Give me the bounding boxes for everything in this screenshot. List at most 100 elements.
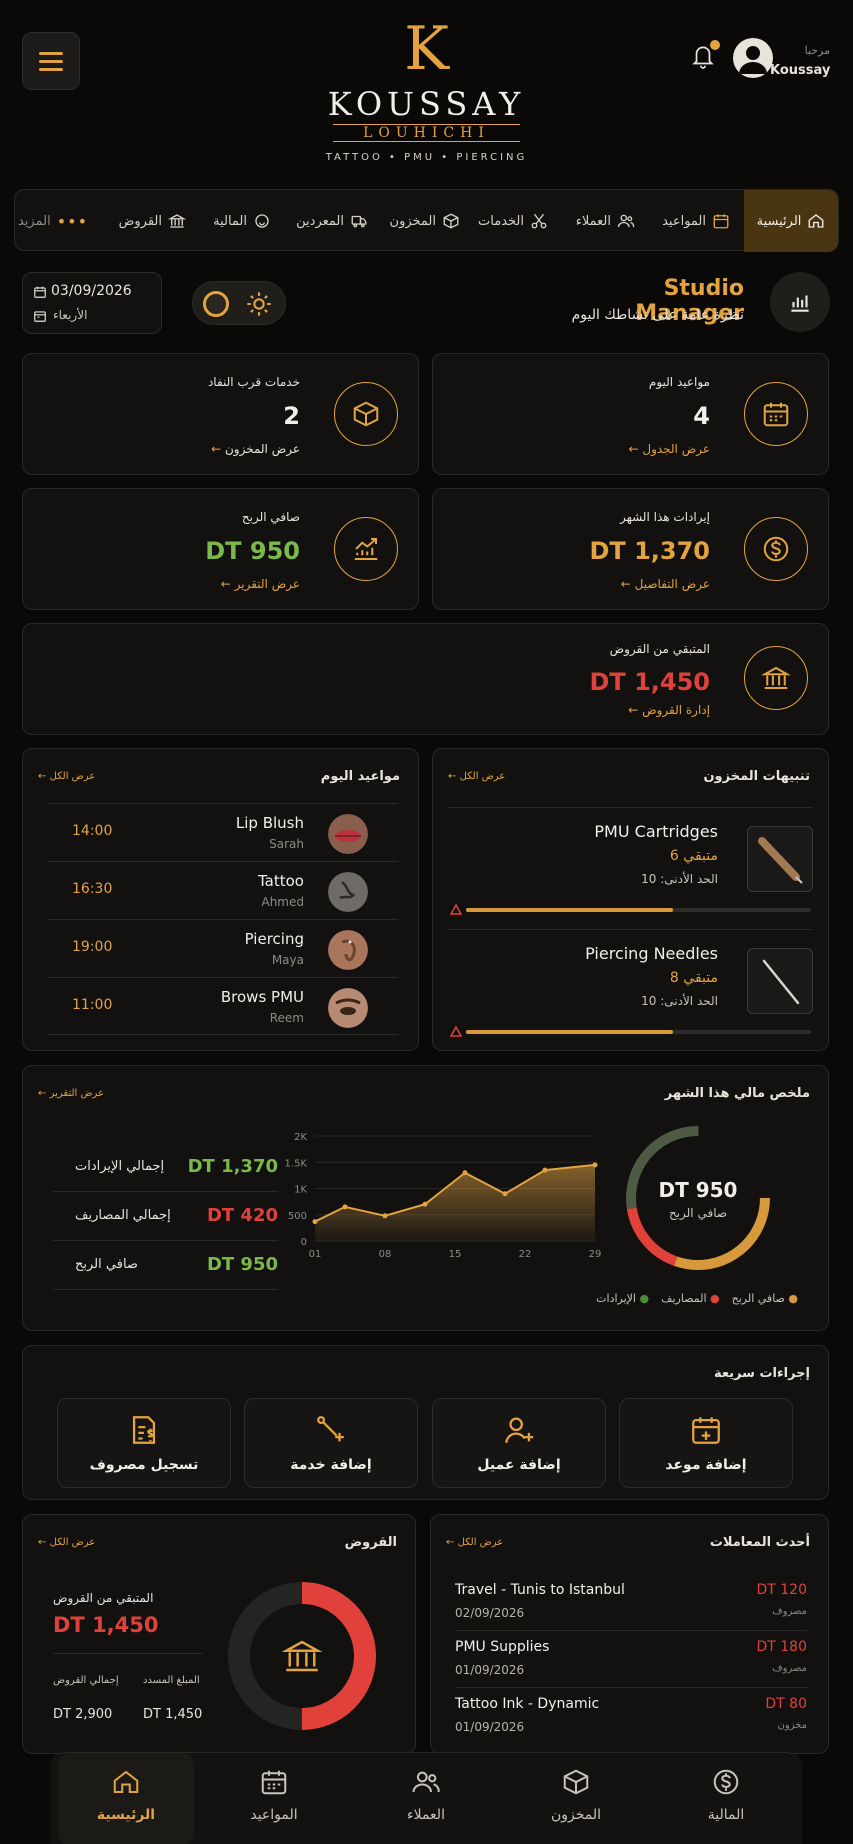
notification-button[interactable] [690, 40, 720, 76]
stat-card-loan-remaining[interactable]: المتبقي من القروض DT 1,450 إدارة القروض … [22, 623, 829, 735]
calendar-icon [34, 286, 46, 298]
stat-link[interactable]: عرض الجدول ← [628, 442, 710, 456]
tab-finance[interactable]: المالية [213, 190, 271, 252]
stock-name: Piercing Needles [585, 944, 718, 963]
stock-remaining: متبقي 8 [669, 970, 718, 986]
stat-link[interactable]: إدارة القروض ← [628, 703, 710, 717]
list-item[interactable]: 11:00 Brows PMU Reem [48, 977, 398, 1035]
stat-link[interactable]: عرض التقرير ← [220, 577, 300, 591]
profit-donut [626, 1126, 770, 1270]
see-all-link[interactable]: عرض الكل ← [448, 771, 506, 782]
box-icon [563, 1769, 589, 1795]
stat-title: مواعيد اليوم [648, 375, 710, 389]
calendar-icon [713, 214, 729, 229]
bottom-nav-clients[interactable]: العملاء [358, 1753, 494, 1844]
current-date: 03/09/2026 [51, 283, 132, 299]
client-avatar [328, 814, 368, 854]
x-tick-label: 29 [589, 1249, 602, 1260]
bottom-nav-finance[interactable]: المالية [658, 1753, 794, 1844]
main-nav: الرئيسية المواعيد العملاء الخدمات المخزو… [14, 189, 839, 252]
stat-card-net-profit[interactable]: صافي الربح DT 950 عرض التقرير ← [22, 488, 419, 610]
loan-paid-value: DT 1,450 [143, 1707, 203, 1722]
stock-level-bar [466, 1030, 811, 1034]
add-service-button[interactable]: إضافة خدمة [244, 1398, 418, 1488]
menu-button[interactable] [22, 32, 80, 90]
tab-inventory[interactable]: المخزون [390, 190, 460, 252]
warning-icon [450, 904, 462, 915]
see-all-link[interactable]: عرض الكل ← [38, 771, 96, 782]
stock-minimum: الحد الأدنى: 10 [641, 994, 718, 1008]
bottom-nav-appointments[interactable]: المواعيد [206, 1753, 342, 1844]
tab-suppliers[interactable]: المعردين [296, 190, 368, 252]
appointment-time: 16:30 [72, 881, 113, 897]
transaction-row[interactable]: Tattoo Ink - Dynamic 01/09/2026 DT 80 مخ… [455, 1688, 807, 1745]
bottom-nav-home[interactable]: الرئيسية [58, 1753, 194, 1844]
appointment-time: 19:00 [72, 939, 113, 955]
see-report-link[interactable]: عرض التقرير ← [38, 1088, 105, 1099]
bottom-nav-inventory[interactable]: المخزون [508, 1753, 644, 1844]
transaction-row[interactable]: PMU Supplies 01/09/2026 DT 180 مصروف [455, 1631, 807, 1688]
appointment-service: Brows PMU [220, 988, 304, 1006]
area-fill [315, 1164, 595, 1241]
legend-item: ● الإيرادات [596, 1292, 650, 1305]
section-title: مواعيد اليوم [320, 769, 400, 784]
stat-title: خدمات قرب النفاد [207, 375, 300, 389]
stock-alerts-panel: تنبيهات المخزون عرض الكل ← PMU Cartridge… [432, 748, 829, 1051]
data-point [312, 1219, 318, 1225]
scissors-icon [531, 213, 547, 229]
stat-value: DT 1,450 [589, 668, 710, 696]
tab-services[interactable]: الخدمات [478, 190, 548, 252]
finance-label: صافي الربح [75, 1257, 138, 1272]
list-item[interactable]: 19:00 Piercing Maya [48, 919, 398, 977]
home-icon [808, 214, 824, 228]
stock-level-fill [466, 908, 673, 912]
loan-total-value: DT 2,900 [53, 1707, 113, 1722]
stat-link[interactable]: عرض المخزون ← [211, 442, 300, 456]
stat-card-month-revenue[interactable]: إيرادات هذا الشهر DT 1,370 عرض التفاصيل … [432, 488, 829, 610]
wand-plus-icon [317, 1416, 344, 1442]
stat-icon-ring [744, 382, 808, 446]
list-item[interactable]: 14:00 Lip Blush Sarah [48, 803, 398, 861]
data-point [592, 1162, 598, 1168]
product-image [747, 948, 813, 1014]
add-client-button[interactable]: إضافة عميل [432, 1398, 606, 1488]
stat-card-low-stock[interactable]: خدمات قرب النفاد 2 عرض المخزون ← [22, 353, 419, 475]
transactions-panel: أحدث المعاملات عرض الكل ← [430, 1514, 829, 1754]
bottom-nav: الرئيسية المواعيد العملاء المخزون المالي… [50, 1752, 802, 1844]
avatar[interactable] [733, 38, 773, 78]
finance-value: DT 1,370 [187, 1156, 278, 1177]
more-icon: ••• [56, 211, 88, 231]
see-all-link[interactable]: عرض الكل ← [446, 1537, 504, 1548]
divider [53, 1653, 203, 1654]
tab-appointments[interactable]: المواعيد [662, 190, 730, 252]
finance-row: صافي الربح DT 950 [53, 1242, 278, 1290]
tab-more[interactable]: ••• المزيد [17, 211, 88, 231]
tab-home[interactable]: الرئيسية [744, 190, 838, 252]
appointment-service: Piercing [244, 930, 304, 948]
tab-loans[interactable]: القروض [119, 190, 186, 252]
section-title: إجراءات سريعة [713, 1366, 810, 1381]
section-title: أحدث المعاملات [709, 1535, 810, 1550]
calendar-icon [763, 402, 789, 427]
list-item[interactable]: PMU Cartridges متبقي 6 الحد الأدنى: 10 [448, 807, 813, 927]
stat-card-today-appointments[interactable]: مواعيد اليوم 4 عرض الجدول ← [432, 353, 829, 475]
current-weekday: الأربعاء [53, 308, 88, 322]
transaction-row[interactable]: Travel - Tunis to Istanbul 02/09/2026 DT… [455, 1574, 807, 1631]
date-card[interactable]: 03/09/2026 الأربعاء [22, 272, 162, 334]
list-item[interactable]: 16:30 Tattoo Ahmed [48, 861, 398, 919]
stat-link[interactable]: عرض التفاصيل ← [620, 577, 710, 591]
add-appointment-button[interactable]: إضافة موعد [619, 1398, 793, 1488]
theme-toggle[interactable] [192, 281, 286, 325]
dollar-icon [763, 536, 789, 562]
tab-clients[interactable]: العملاء [576, 190, 635, 252]
product-image [747, 826, 813, 892]
add-expense-button[interactable]: تسجيل مصروف [57, 1398, 231, 1488]
box-icon [443, 213, 459, 229]
users-icon [412, 1771, 440, 1793]
loan-remaining-value: DT 1,450 [53, 1613, 159, 1637]
finance-value: DT 420 [206, 1205, 278, 1226]
list-item[interactable]: Piercing Needles متبقي 8 الحد الأدنى: 10 [448, 929, 813, 1049]
stock-remaining: متبقي 6 [669, 848, 718, 864]
see-all-link[interactable]: عرض الكل ← [38, 1537, 96, 1548]
stat-icon-ring [744, 646, 808, 710]
